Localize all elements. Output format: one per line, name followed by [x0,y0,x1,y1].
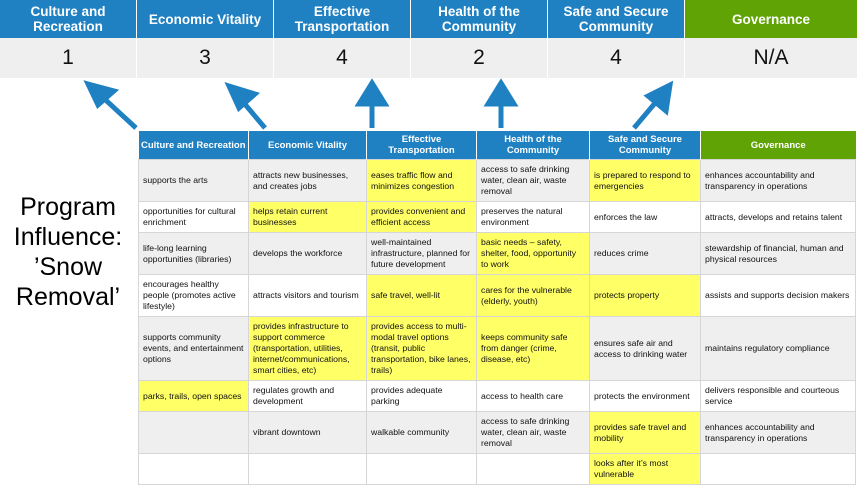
matrix-cell: stewardship of financial, human and phys… [700,232,856,275]
matrix-header-effective-transportation: Effective Transportation [366,131,477,160]
influence-arrows-group [83,78,674,130]
matrix-cell: encourages healthy people (promotes acti… [138,274,249,317]
scorecard-header-economic-vitality: Economic Vitality [137,0,274,38]
arrow-effective-transportation [354,78,390,128]
matrix-row: supports community events, and entertain… [138,316,856,381]
matrix-cell: access to safe drinking water, clean air… [476,411,590,454]
scorecard-header-effective-transportation: Effective Transportation [274,0,411,38]
matrix-cell-empty [138,453,249,485]
scorecard-score-culture-and-recreation: 1 [0,38,137,78]
matrix-row: life-long learning opportunities (librar… [138,232,856,275]
matrix-cell: life-long learning opportunities (librar… [138,232,249,275]
matrix-cell: access to safe drinking water, clean air… [476,159,590,202]
matrix-cell: protects the environment [589,380,701,412]
matrix-cell: reduces crime [589,232,701,275]
arrow-safe-and-secure-community [632,80,674,130]
matrix-cell: supports community events, and entertain… [138,316,249,381]
matrix-cell: attracts visitors and tourism [248,274,367,317]
scorecard-score-safe-and-secure-community: 4 [548,38,685,78]
matrix-cell: provides safe travel and mobility [589,411,701,454]
scorecard-header-culture-and-recreation: Culture and Recreation [0,0,137,38]
matrix-header-safe-and-secure-community: Safe and Secure Community [589,131,701,160]
matrix-cell: enforces the law [589,201,701,233]
scorecard-score-governance: N/A [685,38,857,78]
matrix-cell: develops the workforce [248,232,367,275]
matrix-cell: access to health care [476,380,590,412]
matrix-cell-empty [248,453,367,485]
matrix-cell-empty [366,453,477,485]
scorecard-score-economic-vitality: 3 [137,38,274,78]
scorecard-score-effective-transportation: 4 [274,38,411,78]
scorecard-header-health-of-the-community: Health of the Community [411,0,548,38]
matrix-cell: safe travel, well-lit [366,274,477,317]
matrix-body: supports the arts attracts new businesses… [138,159,856,485]
scorecard-header-row: Culture and Recreation Economic Vitality E… [0,0,859,38]
program-influence-label: Program Influence: ’Snow Removal’ [13,193,123,311]
matrix-cell: opportunities for cultural enrichment [138,201,249,233]
matrix-cell: attracts, develops and retains talent [700,201,856,233]
matrix-header-culture-and-recreation: Culture and Recreation [138,131,249,160]
arrow-economic-vitality [224,81,267,130]
arrow-culture-and-recreation [83,80,138,130]
matrix-cell: provides access to multi-modal travel op… [366,316,477,381]
matrix-cell: helps retain current businesses [248,201,367,233]
matrix-cell-empty [138,411,249,454]
matrix-cell: ensures safe air and access to drinking … [589,316,701,381]
matrix-cell: walkable community [366,411,477,454]
matrix-cell: parks, trails, open spaces [138,380,249,412]
matrix-cell: keeps community safe from danger (crime,… [476,316,590,381]
matrix-header-economic-vitality: Economic Vitality [248,131,367,160]
matrix-cell: cares for the vulnerable (elderly, youth… [476,274,590,317]
matrix-cell-empty [476,453,590,485]
matrix-header-governance: Governance [700,131,856,160]
matrix-row: encourages healthy people (promotes acti… [138,274,856,317]
matrix-cell: enhances accountability and transparency… [700,411,856,454]
matrix-row: vibrant downtown walkable community access… [138,411,856,454]
matrix-row: parks, trails, open spaces regulates grow… [138,380,856,412]
matrix-cell: regulates growth and development [248,380,367,412]
matrix-row: opportunities for cultural enrichment hel… [138,201,856,233]
arrow-health-of-the-community [483,78,519,128]
matrix-cell: enhances accountability and transparency… [700,159,856,202]
scorecard-strip: Culture and Recreation Economic Vitality E… [0,0,859,78]
matrix-cell: preserves the natural environment [476,201,590,233]
matrix-cell: provides adequate parking [366,380,477,412]
matrix-cell: assists and supports decision makers [700,274,856,317]
scorecard-score-row: 1 3 4 2 4 N/A [0,38,859,78]
matrix-cell: looks after it’s most vulnerable [589,453,701,485]
matrix-cell: basic needs – safety, shelter, food, opp… [476,232,590,275]
matrix-cell: attracts new businesses, and creates job… [248,159,367,202]
matrix-cell: well-maintained infrastructure, planned … [366,232,477,275]
matrix-cell: protects property [589,274,701,317]
matrix-cell: is prepared to respond to emergencies [589,159,701,202]
matrix-header-health-of-the-community: Health of the Community [476,131,590,160]
matrix-row: looks after it’s most vulnerable [138,453,856,485]
matrix-cell: maintains regulatory compliance [700,316,856,381]
matrix-cell-empty [700,453,856,485]
community-outcomes-matrix: Culture and Recreation Economic Vitality E… [138,131,856,485]
matrix-header-row: Culture and Recreation Economic Vitality E… [138,131,856,160]
scorecard-header-governance: Governance [685,0,857,38]
matrix-cell: eases traffic flow and minimizes congest… [366,159,477,202]
matrix-cell: supports the arts [138,159,249,202]
matrix-cell: provides convenient and efficient access [366,201,477,233]
scorecard-score-health-of-the-community: 2 [411,38,548,78]
matrix-cell: delivers responsible and courteous servi… [700,380,856,412]
scorecard-header-safe-and-secure-community: Safe and Secure Community [548,0,685,38]
matrix-row: supports the arts attracts new businesses… [138,159,856,202]
matrix-cell: provides infrastructure to support comme… [248,316,367,381]
matrix-cell: vibrant downtown [248,411,367,454]
